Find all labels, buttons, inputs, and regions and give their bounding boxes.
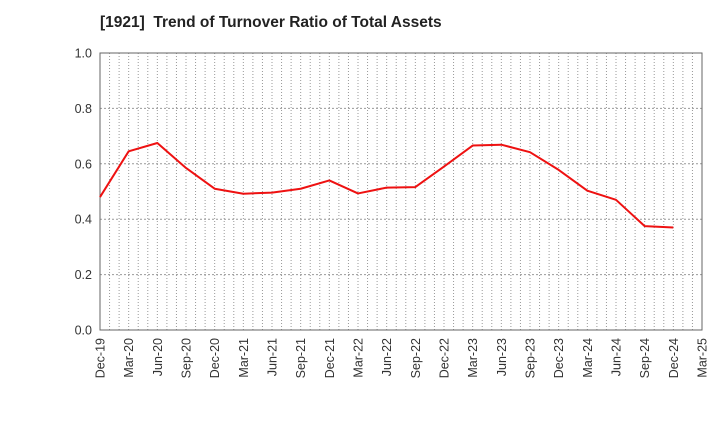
- x-tick-label: Mar-23: [466, 338, 480, 378]
- x-tick-label: Sep-23: [524, 338, 538, 378]
- x-tick-label: Jun-24: [610, 338, 624, 376]
- y-tick-label: 0.4: [75, 213, 92, 227]
- y-tick-label: 0.2: [75, 268, 92, 282]
- x-tick-label: Dec-22: [438, 338, 452, 378]
- x-tick-label: Sep-21: [294, 338, 308, 378]
- x-tick-label: Mar-22: [352, 338, 366, 378]
- x-tick-label: Dec-21: [323, 338, 337, 378]
- x-tick-label: Dec-20: [208, 338, 222, 378]
- y-tick-label: 1.0: [75, 47, 92, 61]
- y-tick-label: 0.0: [75, 324, 92, 338]
- y-tick-label: 0.8: [75, 102, 92, 116]
- x-tick-label: Mar-21: [237, 338, 251, 378]
- x-tick-label: Mar-25: [696, 338, 710, 378]
- x-tick-label: Sep-20: [180, 338, 194, 378]
- plot-border: [99, 52, 703, 331]
- x-tick-label: Sep-22: [409, 338, 423, 378]
- x-tick-label: Jun-21: [266, 338, 280, 376]
- x-tick-label: Jun-22: [380, 338, 394, 376]
- y-tick-label: 0.6: [75, 157, 92, 171]
- x-tick-label: Mar-20: [122, 338, 136, 378]
- x-tick-label: Sep-24: [638, 338, 652, 378]
- x-tick-label: Dec-23: [552, 338, 566, 378]
- series-line: [99, 142, 674, 229]
- x-tick-label: Mar-24: [581, 338, 595, 378]
- x-tick-label: Jun-23: [495, 338, 509, 376]
- x-tick-label: Dec-19: [94, 338, 108, 378]
- x-tick-label: Dec-24: [667, 338, 681, 378]
- chart-title: [1921] Trend of Turnover Ratio of Total …: [100, 14, 442, 31]
- x-tick-label: Jun-20: [151, 338, 165, 376]
